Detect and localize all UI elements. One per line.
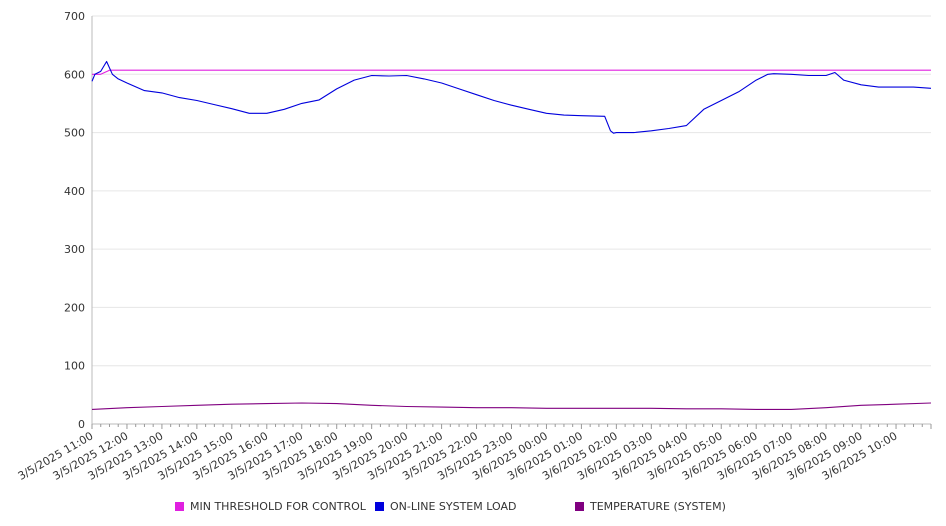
line-chart: 0 100 200 300 400 500 600 700 3/5/2025 11:003/5… [16,10,932,483]
y-tick-label: 700 [64,10,85,23]
x-axis-ticks: 3/5/2025 11:003/5/2025 12:003/5/2025 13:… [16,429,900,483]
legend-swatch-min-threshold [175,501,184,511]
y-tick-label: 300 [64,243,85,256]
legend-label-system-load: ON-LINE SYSTEM LOAD [390,499,517,513]
legend-item-system-load[interactable]: ON-LINE SYSTEM LOAD [375,496,516,516]
legend-label-min-threshold: MIN THRESHOLD FOR CONTROL [190,499,366,513]
series-line-0 [92,69,931,75]
y-axis-ticks: 0 100 200 300 400 500 600 700 [64,10,85,431]
y-tick-label: 0 [78,418,85,431]
series-lines [91,60,932,410]
legend-label-temperature: TEMPERATURE (SYSTEM) [590,499,726,513]
y-tick-label: 400 [64,185,85,198]
y-tick-label: 200 [64,301,85,314]
y-tick-label: 100 [64,360,85,373]
legend-item-temperature[interactable]: TEMPERATURE (SYSTEM) [575,496,726,516]
series-line-2 [91,402,932,410]
y-tick-label: 600 [64,68,85,81]
legend: MIN THRESHOLD FOR CONTROL ON-LINE SYSTEM… [0,496,946,516]
legend-item-min-threshold[interactable]: MIN THRESHOLD FOR CONTROL [175,496,366,516]
y-tick-label: 500 [64,127,85,140]
gridlines [92,15,931,367]
legend-swatch-temperature [575,501,584,511]
legend-swatch-system-load [375,501,384,511]
series-line-1 [91,60,932,134]
axes [91,16,932,429]
